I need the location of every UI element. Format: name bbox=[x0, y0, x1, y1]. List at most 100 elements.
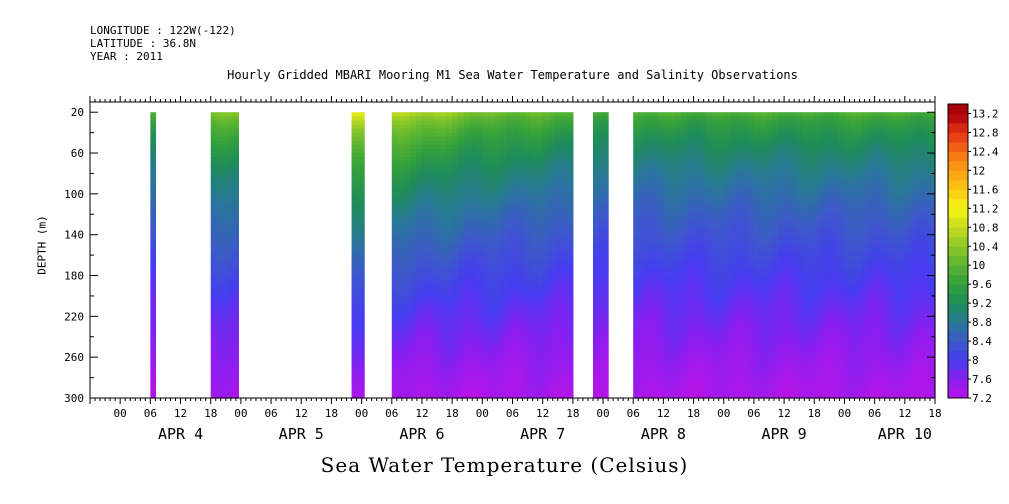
data-cell bbox=[421, 373, 429, 379]
data-cell bbox=[560, 308, 568, 313]
data-cell bbox=[778, 381, 785, 387]
data-cell bbox=[790, 222, 797, 228]
data-cell bbox=[150, 312, 156, 317]
data-cell bbox=[403, 242, 411, 248]
data-cell bbox=[512, 226, 520, 232]
data-cell bbox=[150, 279, 156, 285]
data-cell bbox=[409, 377, 417, 383]
data-cell bbox=[554, 181, 562, 187]
data-cell bbox=[403, 238, 411, 244]
data-cell bbox=[766, 365, 773, 371]
data-cell bbox=[802, 181, 809, 187]
data-cell bbox=[518, 377, 526, 383]
data-cell bbox=[415, 275, 423, 281]
data-cell bbox=[729, 344, 737, 350]
data-cell bbox=[603, 128, 609, 134]
data-cell bbox=[391, 271, 399, 277]
data-cell bbox=[434, 226, 441, 232]
data-cell bbox=[566, 251, 574, 256]
data-cell bbox=[415, 202, 423, 207]
data-cell bbox=[711, 263, 719, 268]
data-cell bbox=[542, 197, 550, 203]
data-cell bbox=[482, 161, 489, 166]
data-cell bbox=[530, 246, 538, 252]
data-cell bbox=[458, 312, 465, 317]
data-cell bbox=[699, 344, 707, 350]
data-cell bbox=[476, 300, 483, 305]
data-cell bbox=[747, 202, 755, 207]
data-cell bbox=[351, 267, 359, 273]
data-cell bbox=[440, 181, 447, 187]
data-cell bbox=[705, 267, 713, 273]
data-cell bbox=[681, 246, 689, 252]
data-cell bbox=[645, 197, 652, 203]
data-cell bbox=[693, 214, 701, 219]
data-cell bbox=[542, 304, 550, 309]
data-cell bbox=[150, 263, 156, 268]
data-cell bbox=[657, 218, 664, 224]
data-cell bbox=[687, 230, 695, 236]
data-cell bbox=[657, 389, 664, 395]
data-cell bbox=[446, 157, 453, 162]
data-cell bbox=[566, 140, 574, 146]
data-cell bbox=[464, 144, 471, 150]
data-cell bbox=[391, 267, 399, 273]
data-cell bbox=[397, 206, 405, 211]
data-cell bbox=[488, 340, 495, 346]
data-cell bbox=[428, 283, 435, 289]
data-cell bbox=[735, 263, 743, 268]
data-cell bbox=[216, 320, 223, 326]
data-cell bbox=[440, 267, 447, 273]
data-cell bbox=[681, 124, 689, 130]
data-cell bbox=[772, 381, 779, 387]
data-cell bbox=[150, 271, 156, 277]
data-cell bbox=[657, 234, 664, 240]
data-cell bbox=[741, 393, 749, 399]
data-cell bbox=[536, 165, 544, 170]
data-cell bbox=[705, 157, 713, 162]
data-cell bbox=[766, 312, 773, 317]
data-cell bbox=[500, 177, 508, 183]
data-cell bbox=[446, 148, 453, 154]
data-cell bbox=[536, 246, 544, 252]
data-cell bbox=[530, 336, 538, 342]
data-cell bbox=[784, 320, 791, 326]
data-cell bbox=[687, 291, 695, 297]
data-cell bbox=[421, 120, 429, 126]
data-cell bbox=[536, 210, 544, 215]
data-cell bbox=[221, 238, 228, 244]
data-cell bbox=[669, 365, 677, 371]
data-cell bbox=[784, 283, 791, 289]
data-cell bbox=[488, 116, 495, 121]
data-cell bbox=[802, 349, 809, 354]
data-cell bbox=[221, 234, 228, 240]
data-cell bbox=[592, 259, 599, 264]
data-cell bbox=[421, 226, 429, 232]
data-cell bbox=[464, 357, 471, 362]
data-cell bbox=[639, 353, 646, 358]
data-cell bbox=[633, 234, 640, 240]
data-cell bbox=[518, 136, 526, 142]
data-cell bbox=[778, 259, 785, 264]
data-cell bbox=[397, 148, 405, 154]
data-cell bbox=[210, 218, 217, 224]
data-cell bbox=[446, 353, 453, 358]
data-cell bbox=[554, 124, 562, 130]
x-axis-label: Sea Water Temperature (Celsius) bbox=[320, 453, 689, 477]
data-cell bbox=[729, 181, 737, 187]
data-cell bbox=[221, 259, 228, 264]
data-cell bbox=[560, 344, 568, 350]
data-cell bbox=[741, 373, 749, 379]
data-cell bbox=[458, 177, 465, 183]
data-cell bbox=[221, 144, 228, 150]
data-cell bbox=[488, 222, 495, 228]
data-cell bbox=[548, 308, 556, 313]
data-cell bbox=[150, 381, 156, 387]
data-cell bbox=[482, 332, 489, 338]
data-cell bbox=[717, 353, 725, 358]
data-cell bbox=[554, 328, 562, 334]
data-cell bbox=[717, 332, 725, 338]
data-cell bbox=[717, 324, 725, 330]
data-cell bbox=[753, 291, 761, 297]
data-cell bbox=[554, 263, 562, 268]
